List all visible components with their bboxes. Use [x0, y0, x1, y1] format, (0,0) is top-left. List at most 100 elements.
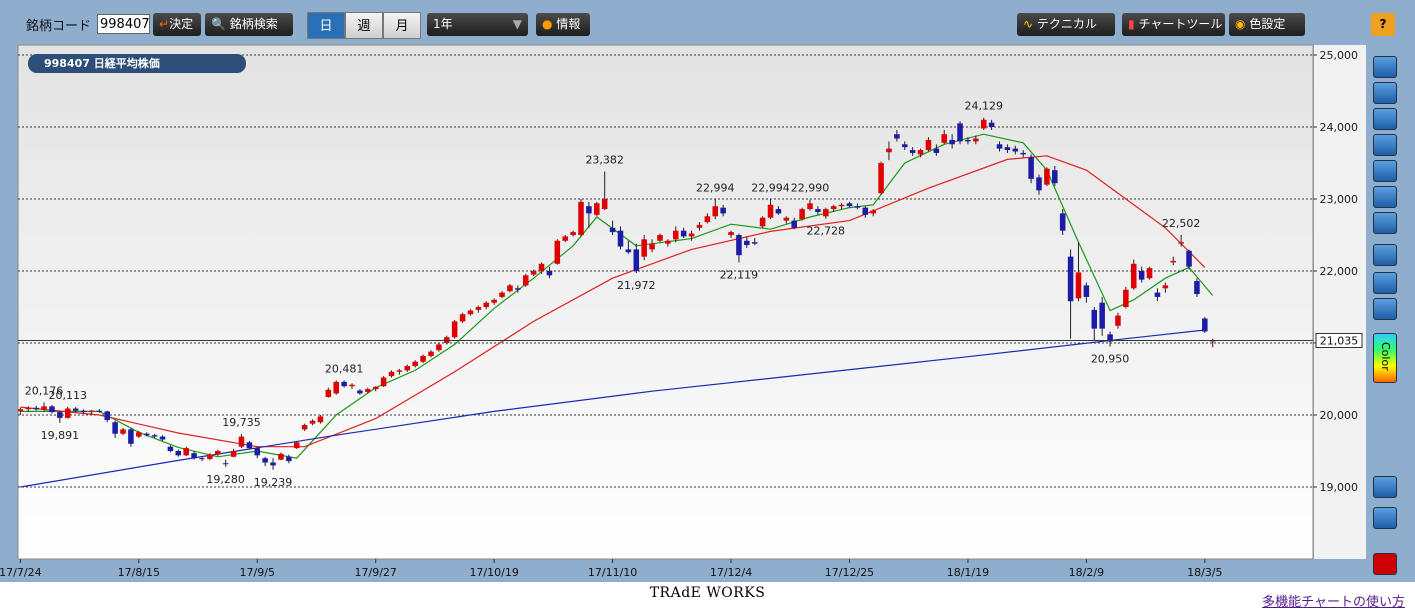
candle-body — [799, 209, 805, 220]
tool-hand[interactable] — [1373, 160, 1397, 182]
candle-body — [538, 263, 545, 272]
price-annotation: 20,176 — [25, 384, 64, 397]
candle-body — [175, 451, 182, 456]
tool-line[interactable] — [1373, 82, 1397, 104]
candle-body — [286, 456, 292, 462]
color-setting-button[interactable]: ◉ 色設定 — [1229, 13, 1305, 36]
candle-body — [1036, 177, 1042, 191]
candle-body — [744, 240, 750, 246]
last-price-label: 21,035 — [1320, 334, 1359, 347]
last-price-box — [1315, 332, 1363, 348]
help-button[interactable]: ? — [1371, 13, 1395, 36]
candle-body — [696, 224, 703, 228]
candle-body — [949, 139, 955, 145]
candle-body — [151, 435, 158, 437]
x-tick-label: 17/8/15 — [118, 566, 160, 579]
help-link[interactable]: 多機能チャートの使い方 — [1262, 595, 1405, 610]
tool-color[interactable]: Color — [1373, 333, 1397, 383]
chart-tool-button[interactable]: ▮ チャートツール — [1122, 13, 1225, 36]
x-tick-label: 17/11/10 — [588, 566, 637, 579]
candle-body — [609, 227, 616, 233]
color-setting-text: 色設定 — [1249, 17, 1286, 31]
zoom-out[interactable] — [1373, 507, 1397, 529]
tool-flag[interactable] — [1373, 134, 1397, 156]
candle-body — [1044, 168, 1050, 185]
range-select[interactable]: 1年 ▼ — [427, 13, 528, 36]
candle-body — [909, 150, 916, 153]
candle-body — [680, 230, 687, 237]
candle-body — [1099, 302, 1105, 329]
candle-body — [625, 249, 632, 253]
candle-body — [878, 163, 884, 194]
period-week[interactable]: 週 — [345, 12, 383, 39]
info-button[interactable]: ● 情報 — [536, 13, 590, 36]
tool-ten[interactable] — [1373, 212, 1397, 234]
y-tick-label: 24,000 — [1320, 121, 1359, 134]
candle-body — [436, 344, 442, 351]
candle-body — [262, 458, 268, 463]
chart: 998407 日経平均株価 19,00020,00021,00022,00023… — [0, 44, 1366, 579]
candle-body — [886, 148, 892, 153]
price-annotation: 19,735 — [222, 416, 261, 429]
price-annotation: 22,994 — [696, 181, 735, 194]
reset-button[interactable] — [1373, 553, 1397, 575]
candle-body — [791, 220, 797, 228]
candle-body — [128, 429, 134, 444]
candle-body — [199, 458, 205, 460]
period-month[interactable]: 月 — [383, 12, 421, 39]
candle-body — [396, 370, 403, 372]
tool-eraser[interactable] — [1373, 272, 1397, 294]
x-tick-label: 17/12/4 — [710, 566, 752, 579]
x-tick-label: 18/3/5 — [1187, 566, 1222, 579]
candle-body — [451, 321, 458, 338]
candle-body — [1186, 250, 1192, 267]
moving-average — [20, 133, 1214, 459]
candle-body — [475, 307, 482, 310]
technical-button[interactable]: ∿ テクニカル — [1017, 13, 1115, 36]
period-day[interactable]: 日 — [307, 12, 345, 39]
tool-ten-2[interactable] — [1373, 244, 1397, 266]
candle-body — [554, 240, 561, 264]
candle-body — [64, 408, 71, 418]
candle-body — [380, 377, 387, 387]
price-annotation: 22,728 — [807, 225, 846, 238]
tool-trash[interactable] — [1373, 298, 1397, 320]
candle-body — [854, 206, 861, 208]
x-tick-label: 17/7/24 — [0, 566, 42, 579]
candle-body — [349, 384, 355, 387]
candle-body — [720, 207, 726, 214]
zoom-in[interactable] — [1373, 476, 1397, 498]
candle-body — [1012, 148, 1019, 152]
candle-body — [333, 381, 339, 394]
candle-body — [823, 209, 829, 217]
candle-body — [120, 429, 126, 434]
candle-body — [25, 407, 32, 410]
candle-body — [815, 209, 821, 212]
code-input[interactable]: 998407 — [97, 14, 150, 34]
candle-body — [522, 275, 529, 286]
candle-body — [1004, 147, 1011, 151]
y-tick-label: 20,000 — [1320, 409, 1359, 422]
candle-body — [759, 217, 766, 227]
candle-body — [317, 416, 324, 423]
price-annotation: 19,891 — [41, 429, 80, 442]
plot-layer — [18, 54, 1313, 488]
candle-body — [1202, 318, 1208, 332]
decide-button[interactable]: ↵決定 — [153, 13, 201, 36]
candle-body — [72, 408, 79, 411]
search-button[interactable]: 🔍 銘柄検索 — [205, 13, 293, 36]
candle-body — [80, 410, 87, 413]
candle-body — [1130, 263, 1137, 289]
price-annotation: 19,280 — [206, 473, 245, 486]
tool-lines[interactable] — [1373, 186, 1397, 208]
candle-body — [270, 462, 276, 466]
footer: TRAdE WORKS 多機能チャートの使い方 — [0, 582, 1415, 612]
candle-body — [917, 150, 924, 155]
tool-pointer[interactable] — [1373, 56, 1397, 78]
candle-body — [1107, 334, 1113, 342]
tool-trend[interactable] — [1373, 108, 1397, 130]
candle-body — [665, 240, 671, 244]
candle-body — [586, 206, 592, 214]
candle-body — [1052, 170, 1058, 184]
y-tick-label: 25,000 — [1320, 49, 1359, 62]
